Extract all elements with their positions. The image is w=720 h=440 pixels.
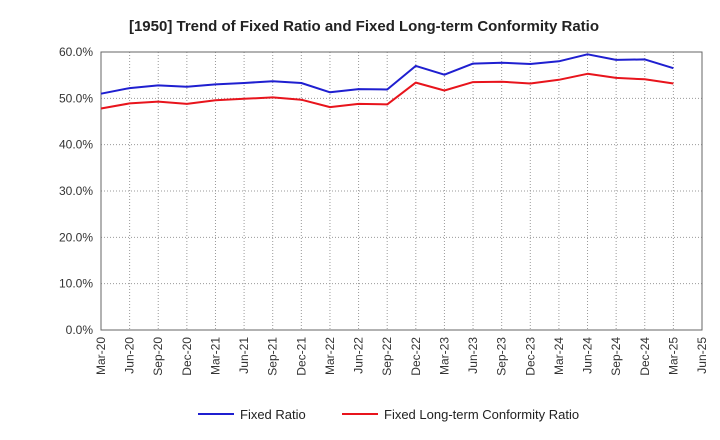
x-tick-label: Mar-20 [94, 337, 108, 375]
y-tick-label: 0.0% [66, 323, 94, 337]
x-tick-label: Jun-20 [123, 337, 137, 374]
x-tick-label: Mar-23 [437, 337, 451, 375]
x-tick-label: Dec-20 [180, 337, 194, 376]
series-line-1 [100, 53, 674, 95]
x-tick-label: Mar-25 [666, 337, 680, 375]
y-tick-label: 30.0% [59, 184, 93, 198]
x-tick-label: Sep-21 [266, 337, 280, 376]
plot-frame [100, 51, 703, 331]
x-tick-label: Jun-25 [695, 337, 709, 374]
x-tick-label: Jun-21 [237, 337, 251, 374]
x-tick-label: Mar-22 [323, 337, 337, 375]
x-tick-label: Mar-21 [208, 337, 222, 375]
x-tick-label: Dec-21 [294, 337, 308, 376]
series-lines [100, 53, 674, 110]
legend: Fixed Ratio Fixed Long-term Conformity Ra… [198, 407, 579, 422]
x-tick-label: Jun-23 [466, 337, 480, 374]
legend-label-2: Fixed Long-term Conformity Ratio [384, 407, 579, 422]
series-line-2 [100, 72, 674, 110]
x-tick-label: Dec-22 [409, 337, 423, 376]
x-tick-label: Sep-22 [380, 337, 394, 376]
grid [101, 52, 702, 330]
chart-title: [1950] Trend of Fixed Ratio and Fixed Lo… [129, 18, 599, 35]
x-axis: Mar-20 Jun-20 Sep-20 Dec-20 Mar-21 Jun-21 Sep-… [94, 337, 709, 376]
x-tick-label: Dec-23 [523, 337, 537, 376]
y-axis: 0.0% 10.0% 20.0% 30.0% 40.0% 50.0% 60.0% [59, 45, 93, 337]
legend-label-1: Fixed Ratio [240, 407, 306, 422]
x-tick-label: Sep-20 [151, 337, 165, 376]
y-tick-label: 60.0% [59, 45, 93, 59]
y-tick-label: 10.0% [59, 277, 93, 291]
x-tick-label: Jun-22 [352, 337, 366, 374]
x-tick-label: Mar-24 [552, 337, 566, 375]
y-tick-label: 20.0% [59, 230, 93, 244]
x-tick-label: Dec-24 [638, 337, 652, 376]
x-tick-label: Sep-24 [609, 337, 623, 376]
x-tick-label: Sep-23 [495, 337, 509, 376]
x-tick-label: Jun-24 [581, 337, 595, 374]
y-tick-label: 40.0% [59, 138, 93, 152]
y-tick-label: 50.0% [59, 91, 93, 105]
